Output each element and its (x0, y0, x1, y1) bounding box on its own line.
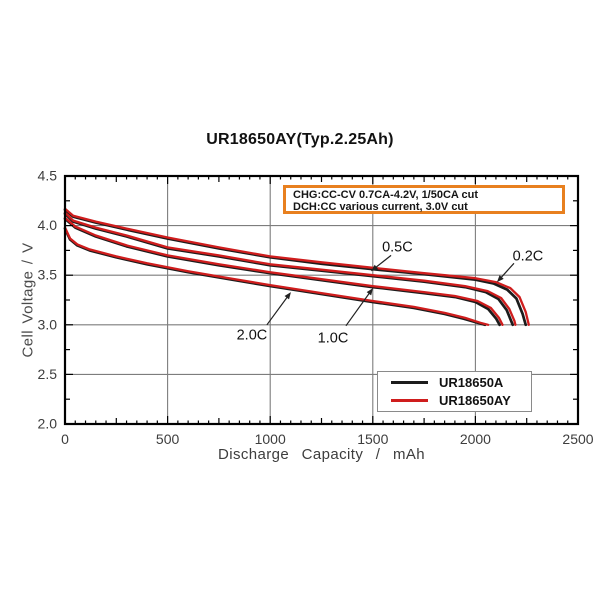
y-tick-label-3.5: 3.5 (38, 267, 58, 283)
curve-ur18650ay-0.2C (63, 207, 530, 326)
legend-label-ur18650ay: UR18650AY (439, 392, 511, 408)
x-tick-label-1000: 1000 (255, 431, 286, 447)
x-axis-label: Discharge Capacity / mAh (217, 446, 425, 463)
test-conditions-box: CHG:CC-CV 0.7CA-4.2V, 1/50CA cut DCH:CC … (283, 185, 565, 214)
discharge-condition-text: DCH:CC various current, 3.0V cut (293, 201, 468, 213)
y-axis-label: Cell Voltage / V (19, 242, 37, 358)
y-tick-label-2.0: 2.0 (38, 416, 58, 432)
annotation-label-0.5C: 0.5C (382, 239, 413, 255)
annotation-arrow-head-2.0C (284, 292, 291, 300)
x-tick-label-2000: 2000 (460, 431, 491, 447)
y-tick-label-3.0: 3.0 (38, 316, 58, 332)
chart-title: UR18650AY(Typ.2.25Ah) (206, 131, 394, 148)
charge-condition-text: CHG:CC-CV 0.7CA-4.2V, 1/50CA cut (293, 189, 479, 201)
y-tick-label-4.0: 4.0 (38, 217, 58, 233)
curve-ur18650a-1.0C (63, 217, 501, 327)
annotation-arrow-line-1.0C (345, 291, 371, 327)
annotation-arrow-head-1.0C (366, 288, 374, 296)
x-tick-label-2500: 2500 (562, 431, 593, 447)
annotation-label-2.0C: 2.0C (237, 328, 268, 344)
curve-ur18650a-2.0C (63, 227, 487, 327)
annotation-arrow-head-0.5C (370, 264, 379, 272)
curve-ur18650ay-1.0C (63, 216, 504, 326)
curve-ur18650ay-2.0C (63, 226, 490, 326)
curve-ur18650ay-0.5C (63, 211, 517, 326)
x-tick-label-0: 0 (61, 431, 69, 447)
y-tick-label-4.5: 4.5 (38, 168, 58, 184)
annotation-arrow-line-2.0C (266, 295, 289, 326)
legend-item-ur18650ay: UR18650AY (391, 392, 531, 408)
annotation-label-0.2C: 0.2C (513, 248, 544, 264)
series-legend: UR18650A UR18650AY (377, 371, 532, 412)
x-tick-label-1500: 1500 (357, 431, 388, 447)
legend-item-ur18650a: UR18650A (391, 374, 531, 390)
annotation-arrow-line-0.2C (499, 262, 515, 279)
x-tick-label-500: 500 (156, 431, 180, 447)
legend-label-ur18650a: UR18650A (439, 374, 504, 390)
annotation-arrow-head-0.2C (496, 275, 504, 283)
annotation-label-1.0C: 1.0C (318, 331, 349, 347)
y-tick-label-2.5: 2.5 (38, 366, 58, 382)
annotation-arrow-line-0.5C (374, 254, 392, 269)
legend-line-red-icon (391, 399, 428, 402)
legend-line-black-icon (391, 381, 428, 384)
